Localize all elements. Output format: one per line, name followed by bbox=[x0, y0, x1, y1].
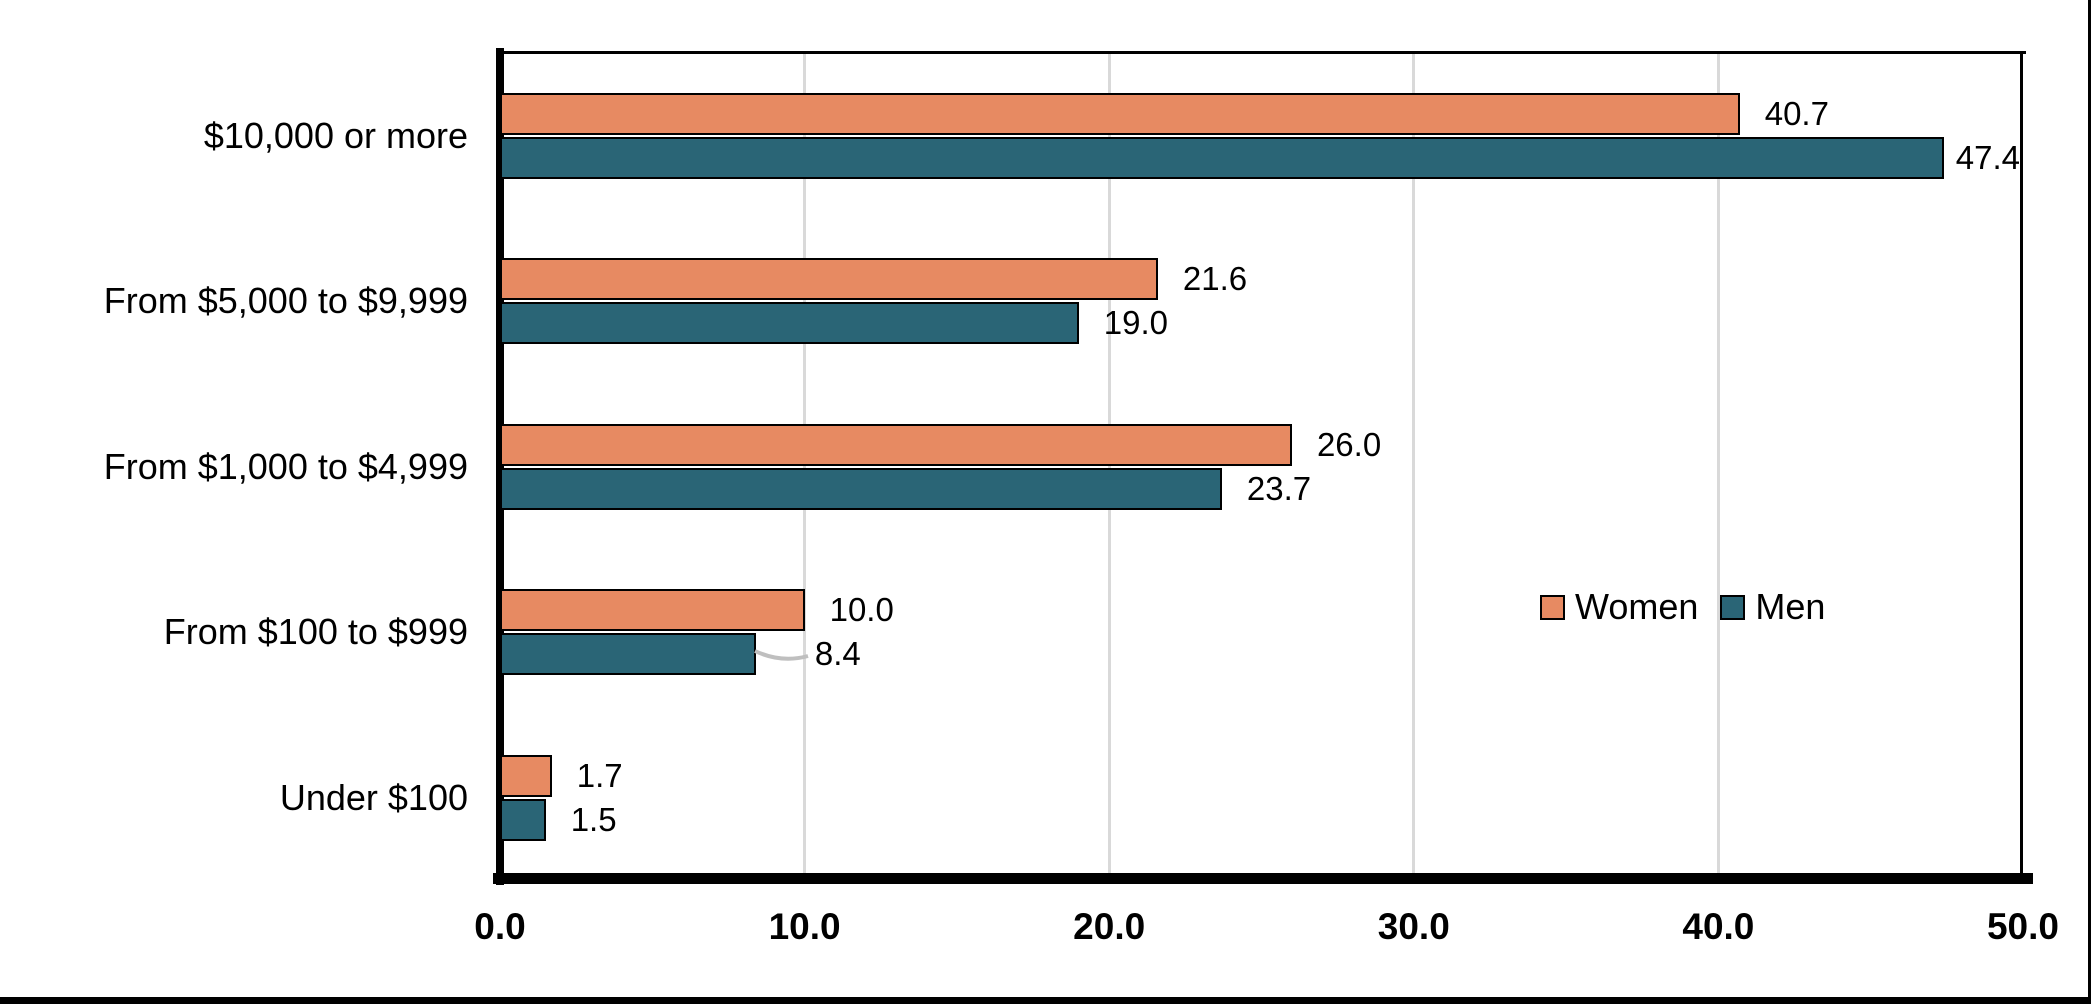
y-axis-line bbox=[496, 48, 504, 885]
x-axis-line bbox=[493, 873, 2033, 884]
window-bottom-edge bbox=[0, 997, 2091, 1004]
x-tick-label-20.0: 20.0 bbox=[1073, 906, 1146, 947]
value-label-women-3: 10.0 bbox=[829, 591, 894, 629]
bar-women-1 bbox=[500, 258, 1158, 301]
window-right-edge bbox=[2088, 0, 2091, 1004]
x-tick-label-40.0: 40.0 bbox=[1682, 906, 1755, 947]
bar-women-0 bbox=[500, 93, 1740, 135]
legend-label-men: Men bbox=[1755, 586, 1826, 627]
legend-label-women: Women bbox=[1575, 586, 1699, 627]
plot-frame-right bbox=[2020, 51, 2023, 880]
value-label-women-0: 40.7 bbox=[1764, 95, 1829, 132]
category-label: From $5,000 to $9,999 bbox=[103, 280, 468, 322]
gridline-x-30 bbox=[1412, 53, 1416, 880]
plot-area bbox=[500, 53, 2023, 880]
bar-women-2 bbox=[500, 423, 1292, 466]
value-label-women-4: 1.7 bbox=[576, 756, 623, 794]
plot-frame-top bbox=[500, 51, 2026, 54]
legend-item-men: Men bbox=[1720, 589, 1825, 625]
value-label-women-2: 26.0 bbox=[1316, 425, 1382, 463]
value-label-women-1: 21.6 bbox=[1182, 260, 1248, 298]
value-label-men-2: 23.7 bbox=[1246, 469, 1312, 507]
bar-women-4 bbox=[500, 754, 552, 797]
x-tick-label-30.0: 30.0 bbox=[1377, 906, 1450, 947]
x-tick-label-50.0: 50.0 bbox=[1986, 906, 2059, 947]
legend-swatch-women bbox=[1540, 594, 1565, 620]
category-label: From $1,000 to $4,999 bbox=[103, 445, 468, 487]
x-tick-label-0.0: 0.0 bbox=[474, 906, 526, 947]
category-label: Under $100 bbox=[279, 776, 468, 818]
category-label: From $100 to $999 bbox=[163, 611, 468, 653]
bar-women-3 bbox=[500, 589, 805, 632]
gridline-x-20 bbox=[1107, 53, 1111, 880]
bar-men-0 bbox=[500, 137, 1944, 179]
bar-men-2 bbox=[500, 467, 1222, 510]
value-label-men-1: 19.0 bbox=[1103, 304, 1168, 342]
bar-men-4 bbox=[500, 798, 546, 841]
gridline-x-10 bbox=[803, 53, 807, 880]
x-tick-label-10.0: 10.0 bbox=[768, 906, 841, 947]
leader-line bbox=[754, 649, 809, 661]
value-label-men-0: 47.4 bbox=[1955, 139, 2021, 176]
bar-men-3 bbox=[500, 633, 756, 676]
gridline-x-40 bbox=[1716, 53, 1720, 880]
value-label-men-4: 1.5 bbox=[570, 800, 617, 838]
value-label-men-3: 8.4 bbox=[814, 635, 861, 673]
bar-men-1 bbox=[500, 302, 1079, 345]
category-label: $10,000 or more bbox=[203, 115, 468, 156]
chart-legend: Women Men bbox=[1540, 589, 1847, 625]
legend-item-women: Women bbox=[1540, 589, 1698, 625]
legend-swatch-men bbox=[1720, 594, 1746, 620]
